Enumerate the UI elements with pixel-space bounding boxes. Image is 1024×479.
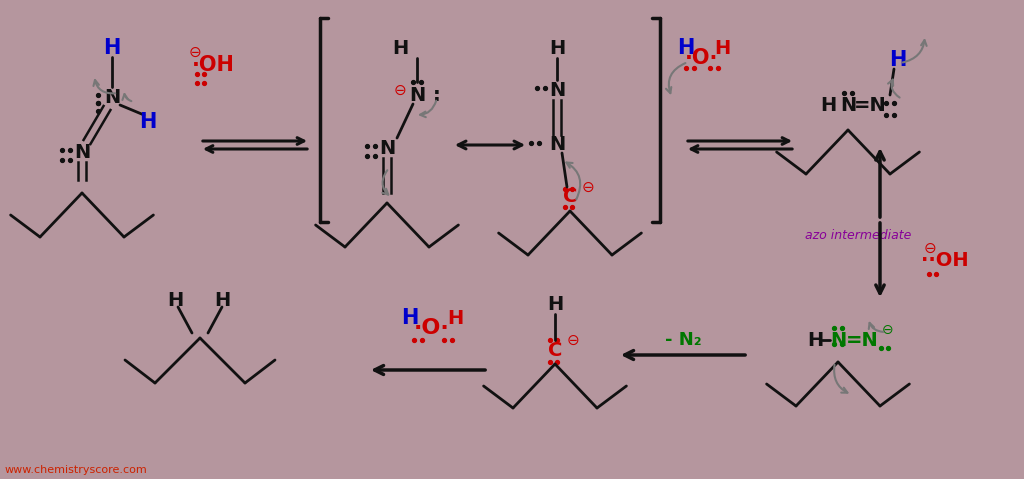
Text: =N: =N [854, 95, 887, 114]
Text: ⊖: ⊖ [582, 180, 594, 194]
Text: H: H [677, 38, 694, 58]
Text: ⊖: ⊖ [188, 45, 202, 59]
Text: H: H [807, 331, 823, 350]
Text: H: H [139, 112, 157, 132]
Text: =N: =N [846, 331, 879, 350]
Text: ·O·: ·O· [685, 48, 719, 68]
Text: N: N [379, 138, 395, 158]
Text: :: : [433, 85, 441, 104]
Text: H: H [547, 296, 563, 315]
Text: ⊖: ⊖ [566, 332, 580, 347]
Text: ⊖: ⊖ [393, 82, 407, 98]
Text: H: H [820, 95, 837, 114]
Text: H: H [392, 38, 409, 57]
Text: N: N [103, 88, 120, 106]
Text: ⊖: ⊖ [883, 323, 894, 337]
Text: azo intermediate: azo intermediate [805, 228, 911, 241]
Text: H: H [714, 38, 730, 57]
Text: N: N [549, 80, 565, 100]
Text: N: N [549, 136, 565, 155]
Text: N: N [409, 85, 425, 104]
Text: H: H [446, 308, 463, 328]
Text: H: H [103, 38, 121, 58]
Text: N: N [829, 331, 846, 350]
Text: C: C [563, 187, 578, 206]
Text: N: N [840, 95, 856, 114]
Text: H: H [889, 50, 906, 70]
Text: N: N [74, 142, 90, 161]
Text: www.chemistryscore.com: www.chemistryscore.com [5, 465, 147, 475]
Text: H: H [167, 290, 183, 309]
Text: ··OH: ··OH [922, 251, 969, 270]
Text: ⊖: ⊖ [924, 240, 936, 255]
Text: H: H [549, 38, 565, 57]
Text: ·O·: ·O· [414, 318, 450, 338]
Text: - N₂: - N₂ [665, 331, 701, 349]
Text: H: H [214, 290, 230, 309]
Text: C: C [548, 341, 562, 360]
Text: H: H [401, 308, 419, 328]
Text: ·OH: ·OH [191, 55, 234, 75]
